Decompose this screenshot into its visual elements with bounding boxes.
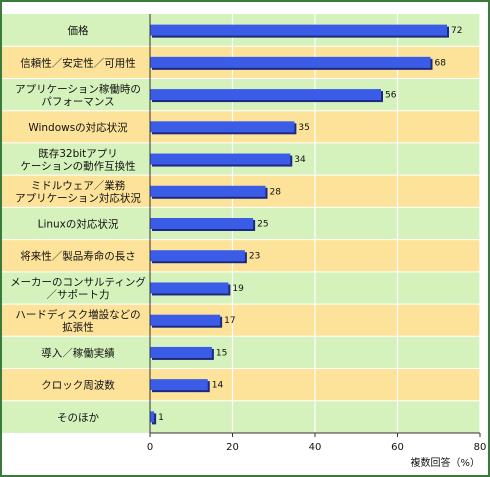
row-band [2,271,480,305]
value-label: 72 [451,26,462,36]
category-label-line: アプリケーション対応状況 [15,192,141,205]
category-label-line: Linuxの対応状況 [38,218,119,231]
category-label-line: ／サポート力 [47,288,110,301]
value-label: 17 [224,316,235,326]
bar [150,121,295,133]
category-label-line: ハードディスク増設などの [15,308,140,321]
value-label: 68 [435,58,447,68]
value-label: 34 [294,155,306,165]
bar [150,314,221,326]
x-tick-label: 40 [309,442,322,453]
category-label-line: 既存32bitアプリ [38,147,118,160]
category-label-line: Windowsの対応状況 [28,121,128,134]
category-label: アプリケーション稼働時のパフォーマンス [15,82,141,108]
bar [150,250,245,262]
value-label: 56 [385,91,397,101]
category-label-line: 拡張性 [62,320,94,333]
category-label: メーカーのコンサルティング／サポート力 [10,276,146,302]
bar [150,379,208,391]
category-label: そのほか [57,412,99,424]
bar [150,218,254,229]
category-label-line: アプリケーション稼働時の [15,82,141,95]
bar [150,56,431,68]
bar [150,153,291,165]
bar [150,24,447,36]
category-label: ハードディスク増設などの拡張性 [15,308,140,334]
category-label: 導入／稼働実績 [41,346,115,359]
row-band [2,400,480,433]
category-label-line: メーカーのコンサルティング [10,276,146,289]
category-label-line: 価格 [68,24,89,37]
row-band [2,368,480,401]
category-label: 信頼性／安定性／可用性 [20,56,136,69]
value-label: 15 [216,348,227,358]
category-label: 将来性／製品寿命の長さ [20,250,136,263]
category-label: クロック周波数 [41,379,115,392]
value-label: 19 [232,284,244,294]
bar [150,411,155,423]
category-label-line: 導入／稼働実績 [41,346,115,359]
x-tick-label: 0 [147,442,153,453]
category-label: ミドルウェア／業務アプリケーション対応状況 [15,179,141,205]
category-label-line: クロック周波数 [41,379,115,392]
bar [150,185,266,197]
category-label: 既存32bitアプリケーションの動作互換性 [20,147,135,173]
bar [150,282,229,294]
x-tick-label: 60 [391,442,404,453]
category-label-line: 信頼性／安定性／可用性 [20,56,136,69]
x-tick-label: 20 [226,442,239,453]
x-tick-label: 80 [474,442,487,453]
category-label: Linuxの対応状況 [38,218,119,231]
bar [150,89,381,101]
value-label: 28 [270,187,282,197]
bar [150,346,212,358]
category-label: Windowsの対応状況 [28,121,128,134]
value-label: 14 [212,381,224,391]
category-label-line: ケーションの動作互換性 [20,159,135,172]
value-label: 35 [298,123,309,133]
category-label-line: 将来性／製品寿命の長さ [20,250,136,263]
row-band [2,304,480,337]
category-label: 価格 [68,24,89,37]
value-label: 23 [249,252,260,262]
value-label: 1 [158,413,164,423]
x-axis-label: 複数回答（%） [410,456,480,469]
value-label: 25 [257,220,268,230]
category-label-line: そのほか [57,412,99,424]
category-label-line: ミドルウェア／業務 [31,179,126,192]
category-label-line: パフォーマンス [41,96,114,108]
row-band [2,336,480,369]
